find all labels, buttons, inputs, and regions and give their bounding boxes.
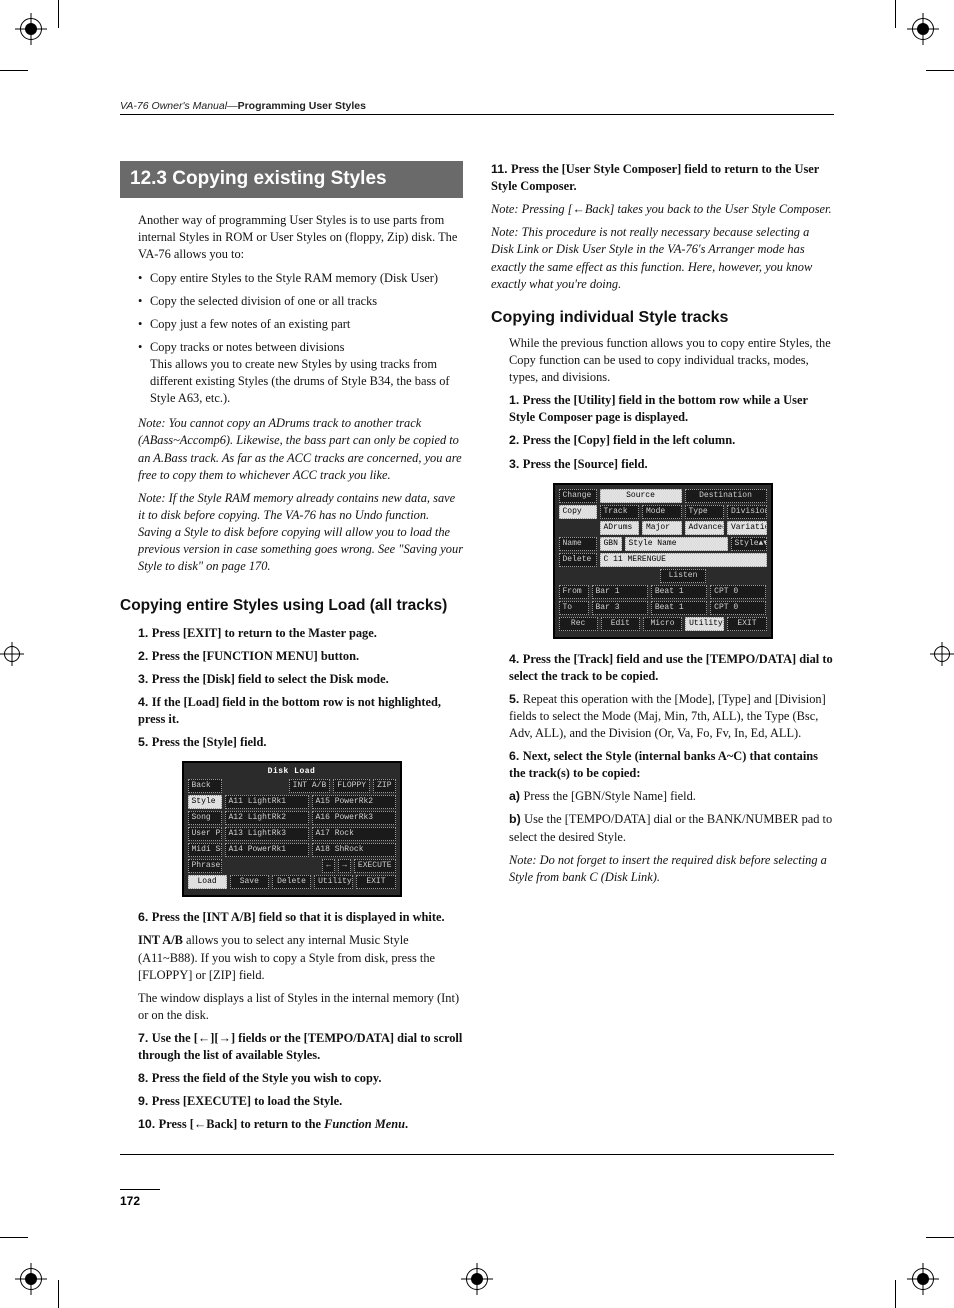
- crop-mark: [926, 1237, 954, 1238]
- list-item: Copy tracks or notes between divisions T…: [138, 339, 463, 407]
- reg-mark-mr: [934, 646, 950, 662]
- step-text: Press the [Track] field and use the [TEM…: [509, 652, 833, 683]
- feature-list: Copy entire Styles to the Style RAM memo…: [138, 270, 463, 408]
- paragraph: While the previous function allows you t…: [509, 335, 834, 386]
- step-text: Press the [Source] field.: [523, 457, 648, 471]
- step-text: Press the [Disk] field to select the Dis…: [152, 672, 389, 686]
- bullet-body: This allows you to create new Styles by …: [150, 357, 450, 405]
- step-text: Press the [Copy] field in the left colum…: [523, 433, 735, 447]
- step-text: Press the [Utility] field in the bottom …: [509, 393, 808, 424]
- running-head-section: Programming User Styles: [238, 100, 366, 112]
- subheading: Copying entire Styles using Load (all tr…: [120, 595, 463, 616]
- note-text: Note: You cannot copy an ADrums track to…: [138, 415, 463, 483]
- step-text: Press the [FUNCTION MENU] button.: [152, 649, 359, 663]
- step-text: If the [Load] field in the bottom row is…: [138, 695, 441, 726]
- reg-mark-br: [912, 1268, 934, 1290]
- reg-mark-bl: [20, 1268, 42, 1290]
- step-text: Use the [←][→] fields or the [TEMPO/DATA…: [138, 1031, 462, 1062]
- lcd-screenshot-disk-load: Disk Load Back INT A/B FLOPPY ZIP StyleA…: [182, 761, 402, 897]
- running-head-italic: VA-76 Owner's Manual: [120, 100, 227, 112]
- step-text: Repeat this operation with the [Mode], […: [509, 692, 826, 740]
- section-heading: 12.3 Copying existing Styles: [120, 161, 463, 198]
- crop-mark: [0, 1237, 28, 1238]
- intro-paragraph: Another way of programming User Styles i…: [138, 212, 463, 263]
- reg-mark-bc: [466, 1268, 488, 1290]
- reg-mark-ml: [4, 646, 20, 662]
- list-item: Copy just a few notes of an existing par…: [138, 316, 463, 333]
- note-text: Note: If the Style RAM memory already co…: [138, 490, 463, 576]
- paragraph: INT A/B allows you to select any interna…: [138, 932, 463, 983]
- paragraph: The window displays a list of Styles in …: [138, 990, 463, 1024]
- crop-mark: [895, 1280, 896, 1308]
- step-text: Press the [INT A/B] field so that it is …: [152, 910, 445, 924]
- substep-text: Press the [GBN/Style Name] field.: [523, 789, 695, 803]
- lcd-screenshot-copy: Change Source Destination Copy Track Mod…: [553, 483, 773, 639]
- step-text: Next, select the Style (internal banks A…: [509, 749, 818, 780]
- crop-mark: [926, 70, 954, 71]
- step-text: Press the field of the Style you wish to…: [152, 1071, 382, 1085]
- crop-mark: [895, 0, 896, 28]
- substep-text: Use the [TEMPO/DATA] dial or the BANK/NU…: [509, 812, 832, 843]
- crop-mark: [58, 0, 59, 28]
- subheading: Copying individual Style tracks: [491, 307, 834, 329]
- head-rule: [120, 114, 834, 115]
- left-column: 12.3 Copying existing Styles Another way…: [120, 161, 463, 1140]
- step-text: Press [EXIT] to return to the Master pag…: [152, 626, 377, 640]
- right-column: 11. Press the [User Style Composer] fiel…: [491, 161, 834, 1140]
- note-text: Note: This procedure is not really neces…: [491, 224, 834, 292]
- list-item: Copy the selected division of one or all…: [138, 293, 463, 310]
- note-text: Note: Pressing [←Back] takes you back to…: [491, 201, 834, 218]
- page-number: 172: [120, 1189, 160, 1208]
- step-text: Press the [User Style Composer] field to…: [491, 162, 819, 193]
- step-text: Press [EXECUTE] to load the Style.: [152, 1094, 342, 1108]
- note-text: Note: Do not forget to insert the requir…: [509, 852, 834, 886]
- reg-mark-tr: [912, 18, 934, 40]
- step-text: Press [←Back] to return to the Function …: [159, 1117, 408, 1131]
- list-item: Copy entire Styles to the Style RAM memo…: [138, 270, 463, 287]
- step-text: Press the [Style] field.: [152, 735, 267, 749]
- crop-mark: [0, 70, 28, 71]
- foot-rule: [120, 1154, 834, 1155]
- running-head: VA-76 Owner's Manual—Programming User St…: [120, 100, 834, 112]
- crop-mark: [58, 1280, 59, 1308]
- reg-mark-tl: [20, 18, 42, 40]
